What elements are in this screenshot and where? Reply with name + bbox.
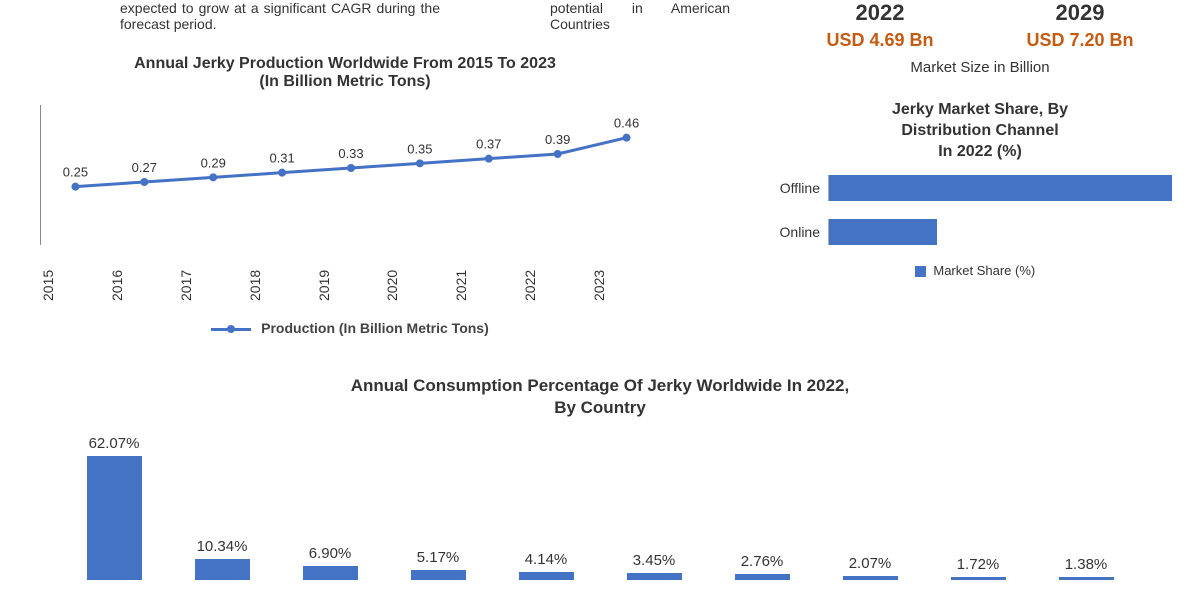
intro-right-text: potential in American Countries bbox=[550, 0, 730, 32]
bar-track bbox=[828, 219, 1190, 245]
consumption-value-label: 4.14% bbox=[525, 551, 568, 568]
consumption-bar bbox=[843, 576, 898, 580]
svg-text:0.33: 0.33 bbox=[338, 146, 363, 161]
consumption-value-label: 6.90% bbox=[309, 545, 352, 562]
consumption-bar bbox=[195, 559, 250, 580]
line-chart-x-tick: 2020 bbox=[384, 255, 453, 315]
bar-title-l2: Distribution Channel bbox=[780, 121, 1180, 142]
svg-text:0.25: 0.25 bbox=[63, 165, 88, 180]
svg-text:0.31: 0.31 bbox=[269, 151, 294, 166]
consumption-bar bbox=[735, 574, 790, 580]
bar-fill bbox=[829, 175, 1172, 201]
line-chart-x-tick: 2016 bbox=[109, 255, 178, 315]
line-chart-plot: 0.25 0.27 0.29 0.31 0.33 0.35 0.37 0.39 0.46 bbox=[40, 105, 660, 245]
consumption-column: 2.76% bbox=[708, 440, 816, 580]
line-chart: 0.25 0.27 0.29 0.31 0.33 0.35 0.37 0.39 0.46 201… bbox=[40, 105, 660, 325]
svg-text:0.39: 0.39 bbox=[545, 132, 570, 147]
bar-fill bbox=[829, 219, 937, 245]
bar-title-l3: In 2022 (%) bbox=[780, 142, 1180, 163]
consumption-value-label: 1.72% bbox=[957, 556, 1000, 573]
bar-row: Online bbox=[760, 219, 1190, 245]
line-chart-x-tick: 2018 bbox=[247, 255, 316, 315]
cons-title-l1: Annual Consumption Percentage Of Jerky W… bbox=[0, 375, 1200, 397]
consumption-column: 10.34% bbox=[168, 440, 276, 580]
consumption-value-label: 10.34% bbox=[197, 538, 248, 555]
consumption-bar bbox=[951, 577, 1006, 580]
bar-legend-text: Market Share (%) bbox=[933, 263, 1035, 278]
line-chart-x-tick: 2019 bbox=[316, 255, 385, 315]
bar-row: Offline bbox=[760, 175, 1190, 201]
consumption-column: 62.07% bbox=[60, 440, 168, 580]
line-chart-x-labels: 201520162017201820192020202120222023 bbox=[40, 255, 660, 315]
bar-legend-swatch bbox=[915, 266, 926, 277]
line-chart-svg: 0.25 0.27 0.29 0.31 0.33 0.35 0.37 0.39 0.46 bbox=[41, 105, 661, 247]
svg-text:0.37: 0.37 bbox=[476, 137, 501, 152]
consumption-bar bbox=[1059, 577, 1114, 580]
bar-category-label: Online bbox=[760, 224, 820, 240]
consumption-bar bbox=[87, 456, 142, 580]
line-legend-marker bbox=[211, 328, 251, 331]
market-value-1: USD 4.69 Bn bbox=[780, 30, 980, 51]
line-chart-x-tick: 2022 bbox=[522, 255, 591, 315]
consumption-chart: 62.07% 10.34% 6.90% 5.17% 4.14% 3.45% 2.76% 2.0… bbox=[60, 440, 1140, 580]
consumption-value-label: 62.07% bbox=[89, 435, 140, 452]
cons-title-l2: By Country bbox=[0, 397, 1200, 419]
line-legend-text: Production (In Billion Metric Tons) bbox=[261, 320, 489, 336]
consumption-value-label: 2.07% bbox=[849, 555, 892, 572]
market-size-block: 2022 2029 USD 4.69 Bn USD 7.20 Bn Market… bbox=[780, 0, 1180, 76]
line-chart-x-tick: 2017 bbox=[178, 255, 247, 315]
consumption-bar bbox=[303, 566, 358, 580]
consumption-bar bbox=[627, 573, 682, 580]
consumption-column: 5.17% bbox=[384, 440, 492, 580]
consumption-column: 4.14% bbox=[492, 440, 600, 580]
bar-title-l1: Jerky Market Share, By bbox=[780, 100, 1180, 121]
bar-chart-title: Jerky Market Share, By Distribution Chan… bbox=[780, 100, 1180, 162]
consumption-column: 6.90% bbox=[276, 440, 384, 580]
consumption-value-label: 5.17% bbox=[417, 549, 460, 566]
line-chart-title: Annual Jerky Production Worldwide From 2… bbox=[130, 55, 560, 91]
line-chart-x-tick: 2023 bbox=[591, 255, 660, 315]
bar-track bbox=[828, 175, 1190, 201]
market-value-2: USD 7.20 Bn bbox=[980, 30, 1180, 51]
consumption-bar bbox=[411, 570, 466, 580]
svg-text:0.29: 0.29 bbox=[201, 155, 226, 170]
bar-chart-legend: Market Share (%) bbox=[760, 263, 1190, 278]
consumption-value-label: 2.76% bbox=[741, 553, 784, 570]
market-year-2: 2029 bbox=[980, 0, 1180, 26]
line-chart-x-tick: 2021 bbox=[453, 255, 522, 315]
svg-text:0.46: 0.46 bbox=[614, 116, 639, 131]
consumption-column: 1.72% bbox=[924, 440, 1032, 580]
consumption-title: Annual Consumption Percentage Of Jerky W… bbox=[0, 375, 1200, 419]
market-size-caption: Market Size in Billion bbox=[910, 59, 1049, 76]
bar-chart: Offline Online Market Share (%) bbox=[760, 175, 1190, 278]
consumption-columns: 62.07% 10.34% 6.90% 5.17% 4.14% 3.45% 2.76% 2.0… bbox=[60, 440, 1140, 580]
market-year-1: 2022 bbox=[780, 0, 980, 26]
consumption-value-label: 3.45% bbox=[633, 552, 676, 569]
consumption-column: 3.45% bbox=[600, 440, 708, 580]
consumption-column: 1.38% bbox=[1032, 440, 1140, 580]
svg-text:0.27: 0.27 bbox=[132, 160, 157, 175]
bar-category-label: Offline bbox=[760, 180, 820, 196]
consumption-bar bbox=[519, 572, 574, 580]
svg-text:0.35: 0.35 bbox=[407, 141, 432, 156]
line-chart-legend: Production (In Billion Metric Tons) bbox=[40, 320, 660, 336]
consumption-column: 2.07% bbox=[816, 440, 924, 580]
intro-left-text: expected to grow at a significant CAGR d… bbox=[120, 0, 440, 32]
consumption-value-label: 1.38% bbox=[1065, 556, 1108, 573]
line-chart-x-tick: 2015 bbox=[40, 255, 109, 315]
